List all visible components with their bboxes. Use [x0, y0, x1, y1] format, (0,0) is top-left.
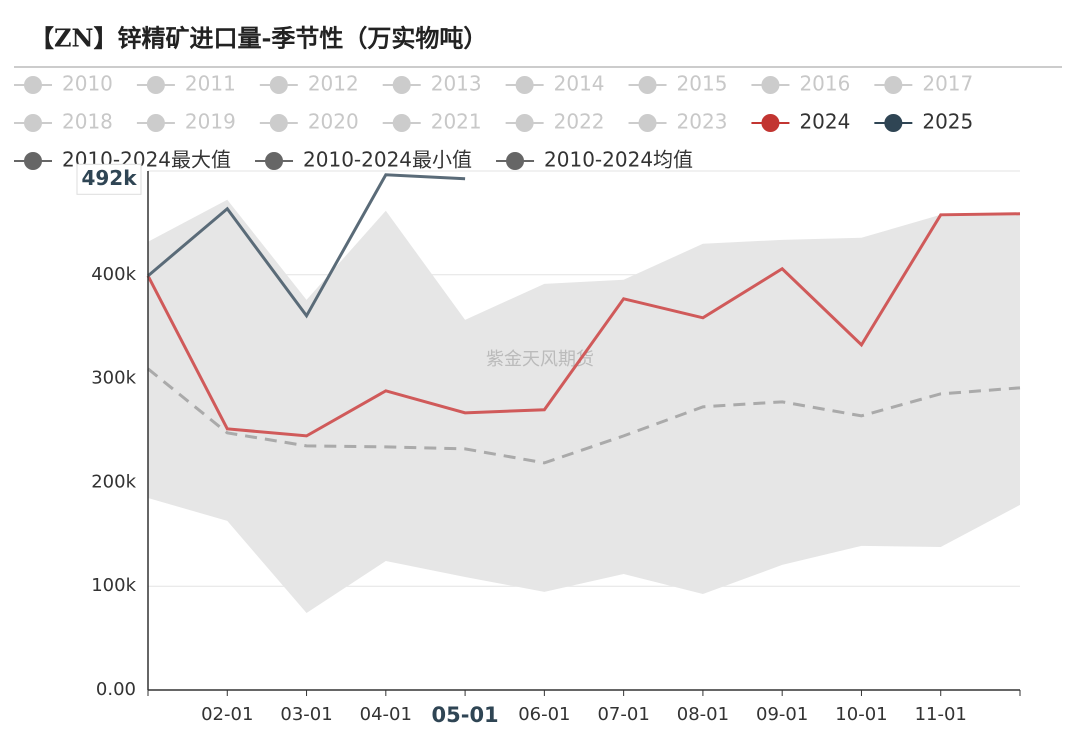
legend-item: 2014	[505, 72, 605, 96]
legend-marker	[884, 114, 903, 132]
pointer-x-label: 05-01	[432, 703, 499, 727]
x-tick-label: 06-01	[518, 704, 570, 725]
legend-marker	[146, 114, 165, 132]
legend-marker	[761, 76, 780, 94]
legend-marker	[269, 76, 288, 94]
legend-label: 2013	[431, 72, 482, 96]
series-line	[147, 173, 466, 319]
legend-item: 2010	[14, 72, 113, 96]
legend-label: 2021	[431, 110, 482, 134]
legend-label: 2015	[677, 72, 728, 96]
y-tick-label: 300k	[91, 368, 136, 389]
y-tick-label: 0.00	[96, 679, 136, 700]
legend-marker	[269, 114, 288, 132]
pointer-box	[76, 163, 142, 195]
legend-item: 2010-2024均值	[496, 148, 693, 172]
legend-label: 2020	[308, 110, 359, 134]
legend-item: 2018	[14, 110, 113, 134]
legend-item: 2016	[751, 72, 850, 96]
legend-marker	[506, 152, 525, 170]
legend-marker	[884, 76, 903, 94]
legend-marker	[638, 114, 657, 132]
legend-item: 2017	[874, 72, 973, 96]
legend-marker	[24, 76, 42, 94]
y-tick-label: 200k	[91, 471, 136, 492]
legend-label: 2019	[185, 110, 236, 134]
legend-label: 2011	[185, 72, 236, 96]
series-line	[147, 367, 1021, 465]
x-tick-label: 08-01	[677, 704, 729, 725]
x-tick-label: 10-01	[835, 704, 887, 725]
legend-marker	[392, 76, 411, 94]
legend-item: 2010-2024最小值	[255, 148, 472, 172]
legend-marker	[146, 76, 165, 94]
legend-marker	[638, 76, 657, 94]
legend-label: 2012	[308, 72, 359, 96]
x-tick-label: 11-01	[915, 704, 967, 725]
legend-label: 2022	[554, 110, 605, 134]
legend-item: 2011	[136, 72, 236, 96]
legend-marker	[24, 152, 42, 170]
chart-title: 【ZN】锌精矿进口量-季节性（万实物吨）	[30, 24, 487, 53]
legend-item: 2012	[259, 72, 359, 96]
legend-label: 2010-2024均值	[544, 148, 693, 172]
legend-label: 2016	[799, 72, 850, 96]
band-area	[148, 199, 1020, 613]
legend-marker	[265, 152, 284, 170]
legend-item: 2015	[628, 72, 728, 96]
legend-label: 2010	[62, 72, 113, 96]
x-tick-label: 04-01	[360, 704, 412, 725]
legend-item: 2013	[382, 72, 482, 96]
pointer-box	[425, 698, 506, 732]
x-tick-label: 03-01	[280, 704, 332, 725]
x-tick-label: 07-01	[597, 704, 649, 725]
legend-item: 2025	[874, 110, 973, 134]
pointer-y-label: 492k	[81, 166, 137, 190]
series-line	[146, 212, 1021, 438]
legend-item: 2024	[751, 110, 850, 134]
watermark: 紫金天风期货	[486, 349, 594, 370]
legend-label: 2024	[799, 110, 850, 134]
y-tick-label: 100k	[91, 575, 136, 596]
legend-label: 2010-2024最小值	[303, 148, 472, 172]
legend-marker	[24, 114, 42, 132]
legend-item: 2022	[505, 110, 605, 134]
x-tick-label: 02-01	[201, 704, 253, 725]
legend-marker	[761, 114, 780, 132]
x-tick-label: 09-01	[756, 704, 808, 725]
legend-item: 2019	[136, 110, 236, 134]
y-tick-label: 400k	[91, 264, 136, 285]
legend-label: 2018	[62, 110, 113, 134]
legend-label: 2014	[554, 72, 605, 96]
legend-label: 2025	[922, 110, 973, 134]
legend-marker	[515, 76, 534, 94]
legend-item: 2021	[382, 110, 482, 134]
legend-label: 2023	[677, 110, 728, 134]
legend-item: 2020	[259, 110, 359, 134]
legend-label: 2017	[922, 72, 973, 96]
legend-item: 2023	[628, 110, 728, 134]
legend-marker	[392, 114, 411, 132]
legend-marker	[515, 114, 534, 132]
legend: 2010 2011 2012 2013 2014 2015 2016 2017 2018 2019…	[14, 72, 973, 172]
